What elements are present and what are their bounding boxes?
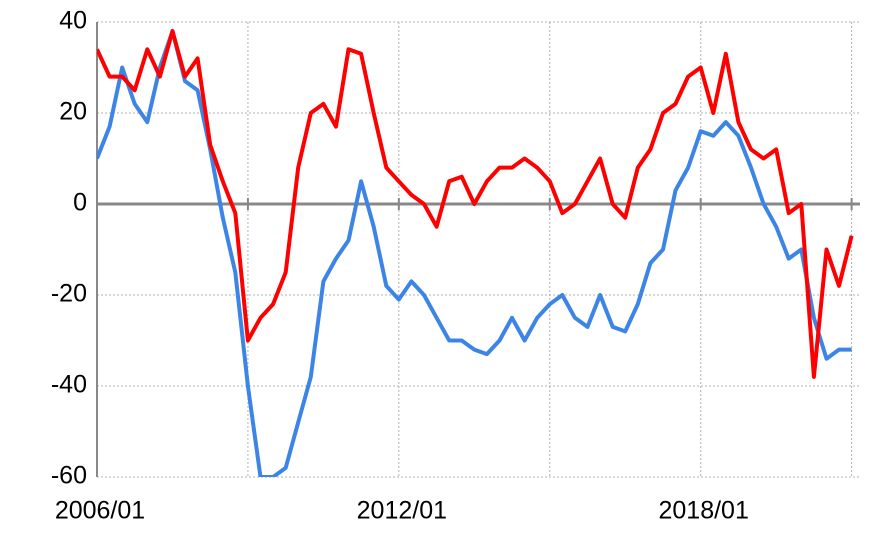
labels: -60 -40 -20 0 20 40 2006/01 2012/01 2018/01	[51, 7, 749, 525]
y-tick-label: 40	[59, 7, 87, 35]
x-tick-label: 2012/01	[357, 497, 447, 525]
x-tick-label: 2006/01	[55, 497, 145, 525]
y-tick-label: -40	[51, 371, 87, 399]
series-line	[97, 29, 854, 379]
series-line	[97, 29, 852, 477]
x-tick-label: 2018/01	[659, 497, 749, 525]
plot-area	[97, 29, 854, 477]
y-tick-label: 0	[73, 189, 87, 217]
y-tick-label: -20	[51, 280, 87, 308]
y-tick-label: 20	[59, 98, 87, 126]
y-tick-label: -60	[51, 462, 87, 490]
grid	[96, 21, 860, 478]
